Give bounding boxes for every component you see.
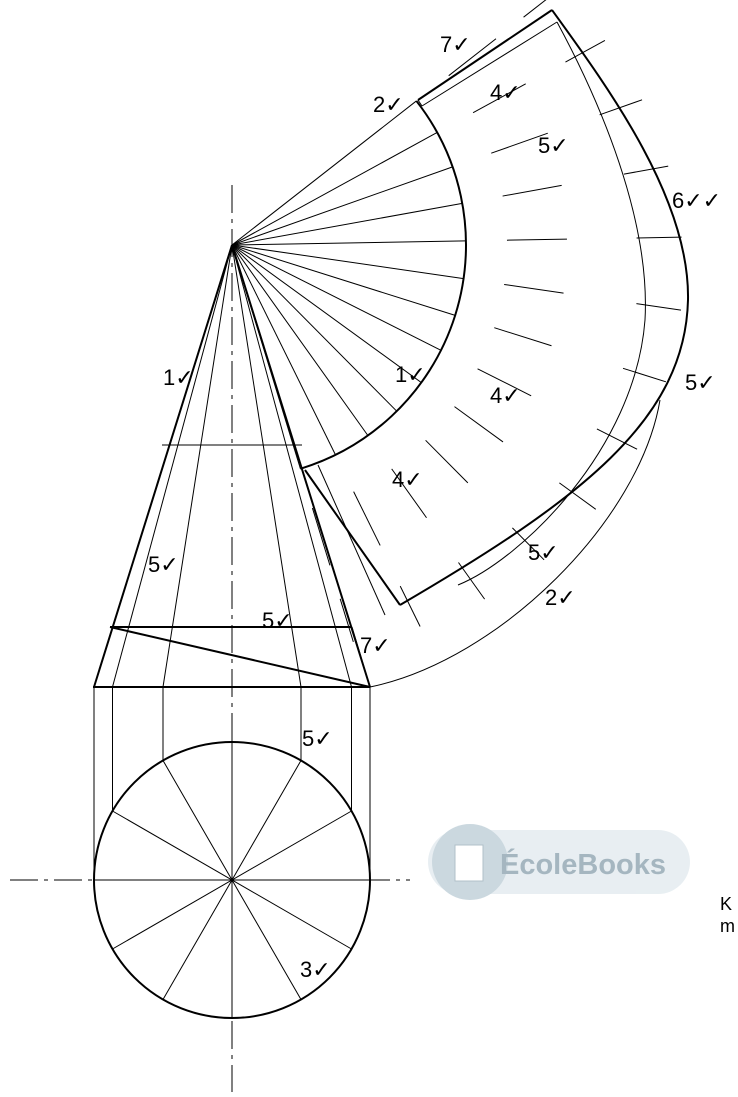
- edge: [305, 470, 400, 605]
- ruling: [354, 492, 381, 546]
- ruling: [340, 599, 353, 642]
- mark-label: 5✓: [685, 370, 716, 395]
- mark-label: 2✓: [373, 92, 404, 117]
- ruling: [312, 508, 330, 565]
- watermark-text: ÉcoleBooks: [500, 847, 666, 881]
- generator: [94, 245, 232, 687]
- fan-ray: [232, 245, 335, 455]
- ruling: [507, 239, 567, 240]
- ruling: [504, 284, 563, 293]
- edge: [318, 465, 385, 615]
- drawing: 7✓ 2✓ 4✓ 5✓ 6✓✓ 1✓ 1✓ 4✓ 5✓ 4✓ 5✓ 5✓ 5✓ …: [0, 0, 738, 1097]
- mark-label: 4✓: [490, 80, 521, 105]
- ruling: [494, 328, 551, 346]
- fan-ray: [232, 245, 464, 279]
- mark-label: 5✓: [148, 552, 179, 577]
- ruling: [624, 166, 668, 174]
- watermark-icon: [455, 845, 483, 881]
- mark-label: 6✓✓: [672, 188, 721, 213]
- fan-ray: [232, 101, 416, 245]
- ruling: [426, 440, 468, 483]
- mark-label: 1✓: [395, 362, 426, 387]
- outer-curve: [400, 10, 688, 605]
- ruling: [400, 586, 420, 626]
- mark-label: 5✓: [302, 726, 333, 751]
- mark-label: 4✓: [392, 467, 423, 492]
- cut-line: [110, 627, 370, 687]
- watermark: ÉcoleBooks: [428, 824, 690, 900]
- fan-ray: [232, 245, 397, 411]
- fan-ray: [232, 245, 368, 436]
- ruling: [524, 0, 559, 17]
- fan-ray: [232, 241, 466, 245]
- mark-label: 5✓: [528, 540, 559, 565]
- side-text: K: [720, 894, 732, 914]
- mark-label: 4✓: [490, 383, 521, 408]
- ruling: [454, 407, 503, 442]
- inner-arc: [300, 101, 466, 469]
- mark-label: 3✓: [300, 957, 331, 982]
- mark-label: 5✓: [538, 133, 569, 158]
- mark-label: 7✓: [360, 633, 391, 658]
- generator: [112, 245, 232, 687]
- geometry: [10, 0, 688, 1092]
- mark-label: 1✓: [163, 365, 194, 390]
- ruling: [623, 368, 666, 382]
- generator: [163, 245, 232, 687]
- fan-ray: [232, 245, 300, 469]
- ruling: [458, 563, 484, 600]
- fan-ray: [232, 245, 421, 383]
- fan-ray: [232, 132, 437, 245]
- side-text: m: [720, 916, 735, 936]
- fan-ray: [232, 203, 462, 245]
- ruling: [636, 304, 681, 310]
- ruling: [565, 40, 604, 62]
- outer-curve: [370, 400, 660, 687]
- ruling: [637, 237, 682, 238]
- fan-ray: [232, 245, 455, 315]
- mark-label: 5✓: [262, 608, 293, 633]
- fan-ray: [232, 167, 453, 245]
- ruling: [600, 100, 642, 115]
- mark-label: 2✓: [545, 585, 576, 610]
- top-edge: [418, 10, 552, 100]
- ruling: [503, 185, 562, 196]
- fan-ray: [232, 245, 441, 350]
- mark-label: 7✓: [440, 32, 471, 57]
